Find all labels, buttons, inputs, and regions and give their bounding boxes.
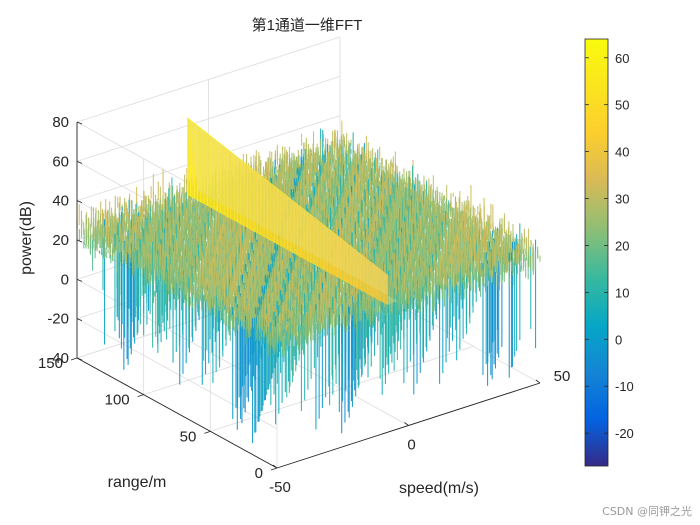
surface-plot xyxy=(76,117,541,444)
grid-line xyxy=(76,318,278,430)
chart-title: 第1通道一维FFT xyxy=(252,16,363,34)
